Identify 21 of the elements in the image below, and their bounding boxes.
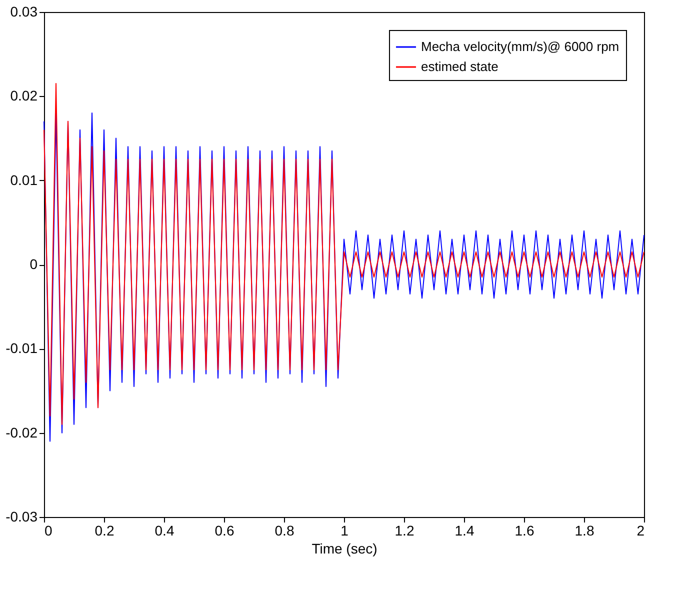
y-tick-label: -0.03 [6, 508, 38, 524]
x-tick-label: 1.8 [574, 522, 594, 538]
x-tick-label: 1.4 [454, 522, 474, 538]
legend-label: Mecha velocity(mm/s)@ 6000 rpm [421, 39, 620, 54]
x-axis-title: Time (sec) [312, 540, 378, 556]
y-tick-label: 0.02 [10, 88, 38, 104]
x-tick-label: 0.6 [214, 522, 234, 538]
x-tick-label: 0.8 [274, 522, 294, 538]
y-tick-label: 0 [30, 256, 38, 272]
x-tick-label: 0.4 [154, 522, 174, 538]
x-tick-label: 1 [340, 522, 349, 538]
y-tick-label: 0.03 [10, 4, 38, 20]
x-tick-label: 0.2 [94, 522, 114, 538]
y-tick-label: -0.02 [6, 424, 38, 440]
x-tick-label: 2 [636, 522, 645, 538]
x-tick-label: 1.2 [394, 522, 414, 538]
x-tick-label: 1.6 [514, 522, 534, 538]
y-tick-label: -0.01 [6, 340, 38, 356]
legend-label: estimed state [421, 59, 498, 74]
y-tick-label: 0.01 [10, 172, 38, 188]
x-tick-label: 0 [44, 522, 52, 538]
